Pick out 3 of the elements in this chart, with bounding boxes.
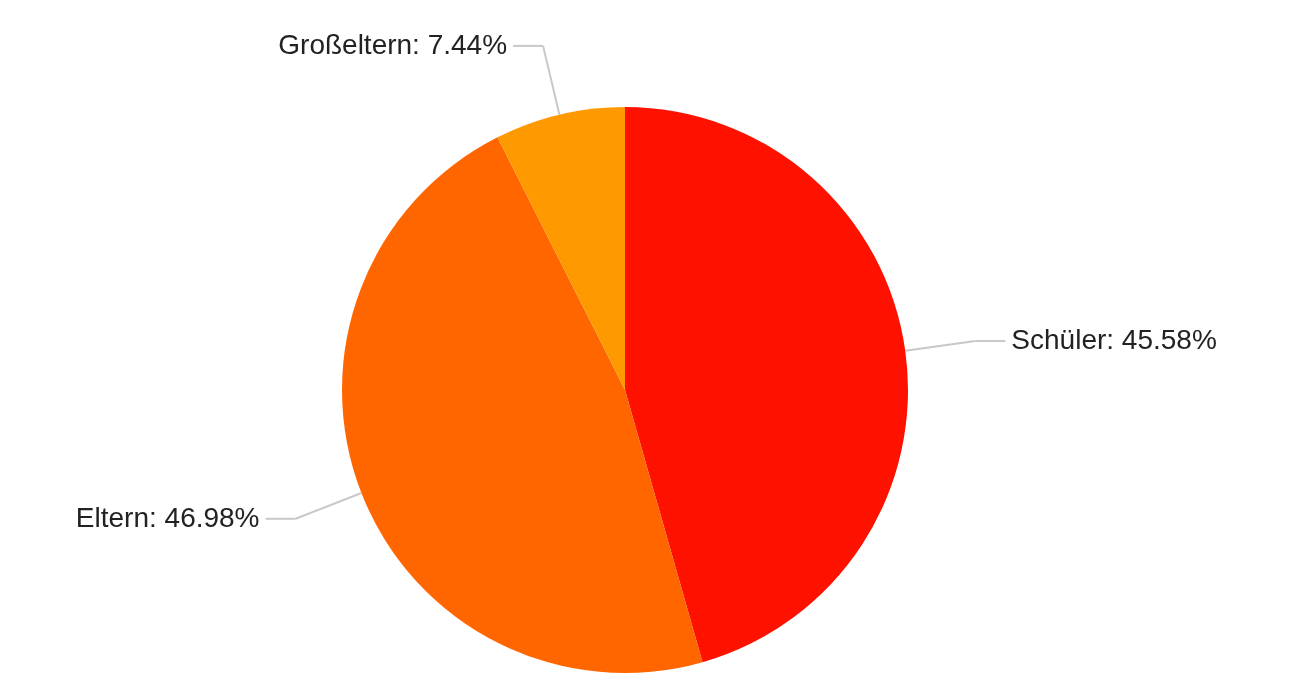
slice-label: Schüler: 45.58% <box>1011 324 1217 356</box>
slice-label: Eltern: 46.98% <box>75 501 260 533</box>
slice-label: Großeltern: 7.44% <box>278 28 508 60</box>
